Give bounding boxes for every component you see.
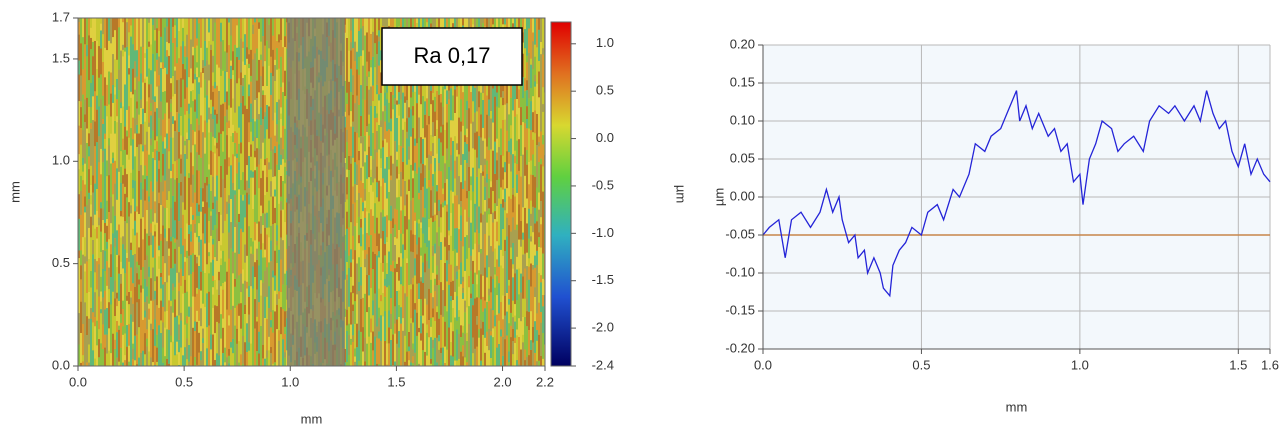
y-tick-label: -0.10 (725, 264, 755, 279)
plot-frame (77, 17, 546, 367)
y-axis-label: mm (7, 181, 22, 203)
y-tick-label: -0.05 (725, 226, 755, 241)
x-tick-label: 0.0 (754, 357, 772, 372)
x-tick-label: 0.0 (69, 374, 87, 389)
colorbar-tick-label: -2.4 (592, 357, 614, 372)
y-tick-label: 0.10 (730, 112, 755, 127)
x-tick-label: 1.6 (1261, 357, 1279, 372)
y-tick-label: 0.0 (52, 357, 70, 372)
x-tick-label: 2.0 (494, 374, 512, 389)
y-tick-label: 0.5 (52, 255, 70, 270)
x-tick-label: 1.0 (1071, 357, 1089, 372)
surface-band (287, 18, 345, 366)
colorbar-tick-label: -2.0 (592, 320, 614, 335)
x-tick-label: 1.5 (387, 374, 405, 389)
colorbar-tick-label: 0.5 (596, 83, 614, 98)
y-tick-label: 1.7 (52, 9, 70, 24)
colorbar-tick-label: -1.0 (592, 225, 614, 240)
profile-line (762, 90, 1271, 298)
colorbar-label: µm (674, 185, 689, 203)
y-tick-label: 0.05 (730, 150, 755, 165)
x-tick-label: 1.0 (281, 374, 299, 389)
colorbar-tick-label: -1.5 (592, 272, 614, 287)
y-tick-label: 0.15 (730, 74, 755, 89)
y-tick-label: -0.15 (725, 302, 755, 317)
annotation: Ra 0,17 (413, 43, 490, 68)
x-tick-label: 0.5 (175, 374, 193, 389)
surface-texture-strokes (78, 18, 545, 366)
x-axis-label: mm (1006, 399, 1028, 414)
y-tick-label: -0.20 (725, 340, 755, 355)
colorbar-tick-label: 0.0 (596, 130, 614, 145)
surface-texture-strokes (78, 18, 545, 366)
colorbar (550, 21, 572, 367)
y-tick-label: 1.0 (52, 153, 70, 168)
x-tick-label: 0.5 (912, 357, 930, 372)
x-axis-label: mm (301, 411, 323, 426)
colorbar-tick-label: -0.5 (592, 177, 614, 192)
y-tick-label: 0.20 (730, 36, 755, 51)
y-tick-label: 0.00 (730, 188, 755, 203)
surface-texture-strokes (78, 18, 544, 366)
y-axis-label: µm (711, 188, 726, 206)
annotation-box (381, 27, 523, 86)
y-tick-label: 1.5 (52, 50, 70, 65)
colorbar-tick-label: 1.0 (596, 35, 614, 50)
x-tick-label: 1.5 (1229, 357, 1247, 372)
x-tick-label: 2.2 (536, 374, 554, 389)
surface-texture-strokes (78, 18, 545, 366)
